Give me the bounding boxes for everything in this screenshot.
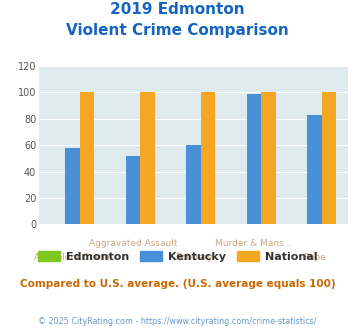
Bar [126,156,140,224]
Bar [140,92,155,224]
Text: Rape: Rape [303,253,326,262]
Text: Murder & Mans...: Murder & Mans... [215,239,293,248]
Text: All Violent Crime: All Violent Crime [34,253,110,262]
Text: Compared to U.S. average. (U.S. average equals 100): Compared to U.S. average. (U.S. average … [20,279,335,289]
Bar [247,94,261,224]
Text: Robbery: Robbery [175,253,212,262]
Bar [201,92,215,224]
Text: Aggravated Assault: Aggravated Assault [89,239,177,248]
Bar [186,145,201,224]
Text: 2019 Edmonton: 2019 Edmonton [110,2,245,16]
Text: © 2025 CityRating.com - https://www.cityrating.com/crime-statistics/: © 2025 CityRating.com - https://www.city… [38,317,317,326]
Bar [80,92,94,224]
Bar [322,92,337,224]
Bar [65,148,80,224]
Bar [307,115,322,224]
Bar [261,92,276,224]
Text: Violent Crime Comparison: Violent Crime Comparison [66,23,289,38]
Legend: Edmonton, Kentucky, National: Edmonton, Kentucky, National [33,247,322,266]
